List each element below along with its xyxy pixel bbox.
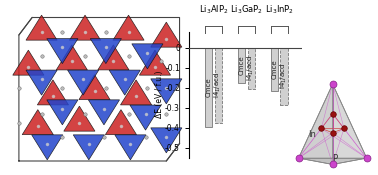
Polygon shape — [22, 110, 53, 135]
Polygon shape — [37, 80, 68, 105]
Text: Cmce: Cmce — [271, 59, 277, 79]
Text: Cmce: Cmce — [239, 55, 245, 75]
Polygon shape — [105, 110, 136, 135]
Polygon shape — [98, 45, 129, 70]
Polygon shape — [88, 100, 119, 125]
Text: P: P — [332, 154, 337, 163]
Bar — [280, 47, 288, 104]
Polygon shape — [26, 70, 57, 95]
Polygon shape — [299, 84, 333, 164]
Polygon shape — [64, 106, 95, 131]
Polygon shape — [32, 135, 63, 160]
Polygon shape — [299, 158, 367, 164]
Text: In: In — [308, 130, 316, 139]
Polygon shape — [109, 70, 140, 95]
Text: Li$_3$GaP$_2$: Li$_3$GaP$_2$ — [230, 4, 263, 16]
Bar — [205, 47, 212, 127]
Text: I4$_1$/acd: I4$_1$/acd — [246, 55, 256, 81]
Polygon shape — [70, 15, 101, 40]
Polygon shape — [79, 75, 110, 100]
Text: Li$_3$InP$_2$: Li$_3$InP$_2$ — [265, 4, 294, 16]
Bar — [271, 47, 278, 90]
Bar — [215, 47, 222, 122]
Text: I4$_1$/acd: I4$_1$/acd — [279, 63, 289, 89]
Bar — [238, 47, 245, 82]
Polygon shape — [115, 135, 146, 160]
Polygon shape — [73, 135, 104, 160]
Polygon shape — [151, 22, 182, 47]
Polygon shape — [139, 50, 170, 75]
Text: Cmce: Cmce — [206, 77, 212, 97]
Polygon shape — [56, 45, 87, 70]
Polygon shape — [26, 15, 57, 40]
Polygon shape — [13, 50, 44, 75]
Polygon shape — [132, 44, 163, 69]
Polygon shape — [113, 15, 144, 40]
Polygon shape — [151, 79, 182, 104]
Polygon shape — [121, 80, 152, 105]
Bar — [248, 47, 255, 89]
Polygon shape — [47, 100, 78, 125]
Text: I4$_1$/acd: I4$_1$/acd — [213, 72, 223, 98]
Polygon shape — [68, 70, 99, 95]
Polygon shape — [333, 84, 367, 164]
Text: Li$_3$AlP$_2$: Li$_3$AlP$_2$ — [199, 4, 228, 16]
Polygon shape — [299, 84, 367, 158]
Y-axis label: ΔE (eV / f.u.): ΔE (eV / f.u.) — [155, 71, 164, 118]
Polygon shape — [130, 105, 161, 130]
Polygon shape — [90, 39, 121, 64]
Polygon shape — [151, 128, 182, 153]
Polygon shape — [47, 39, 78, 64]
